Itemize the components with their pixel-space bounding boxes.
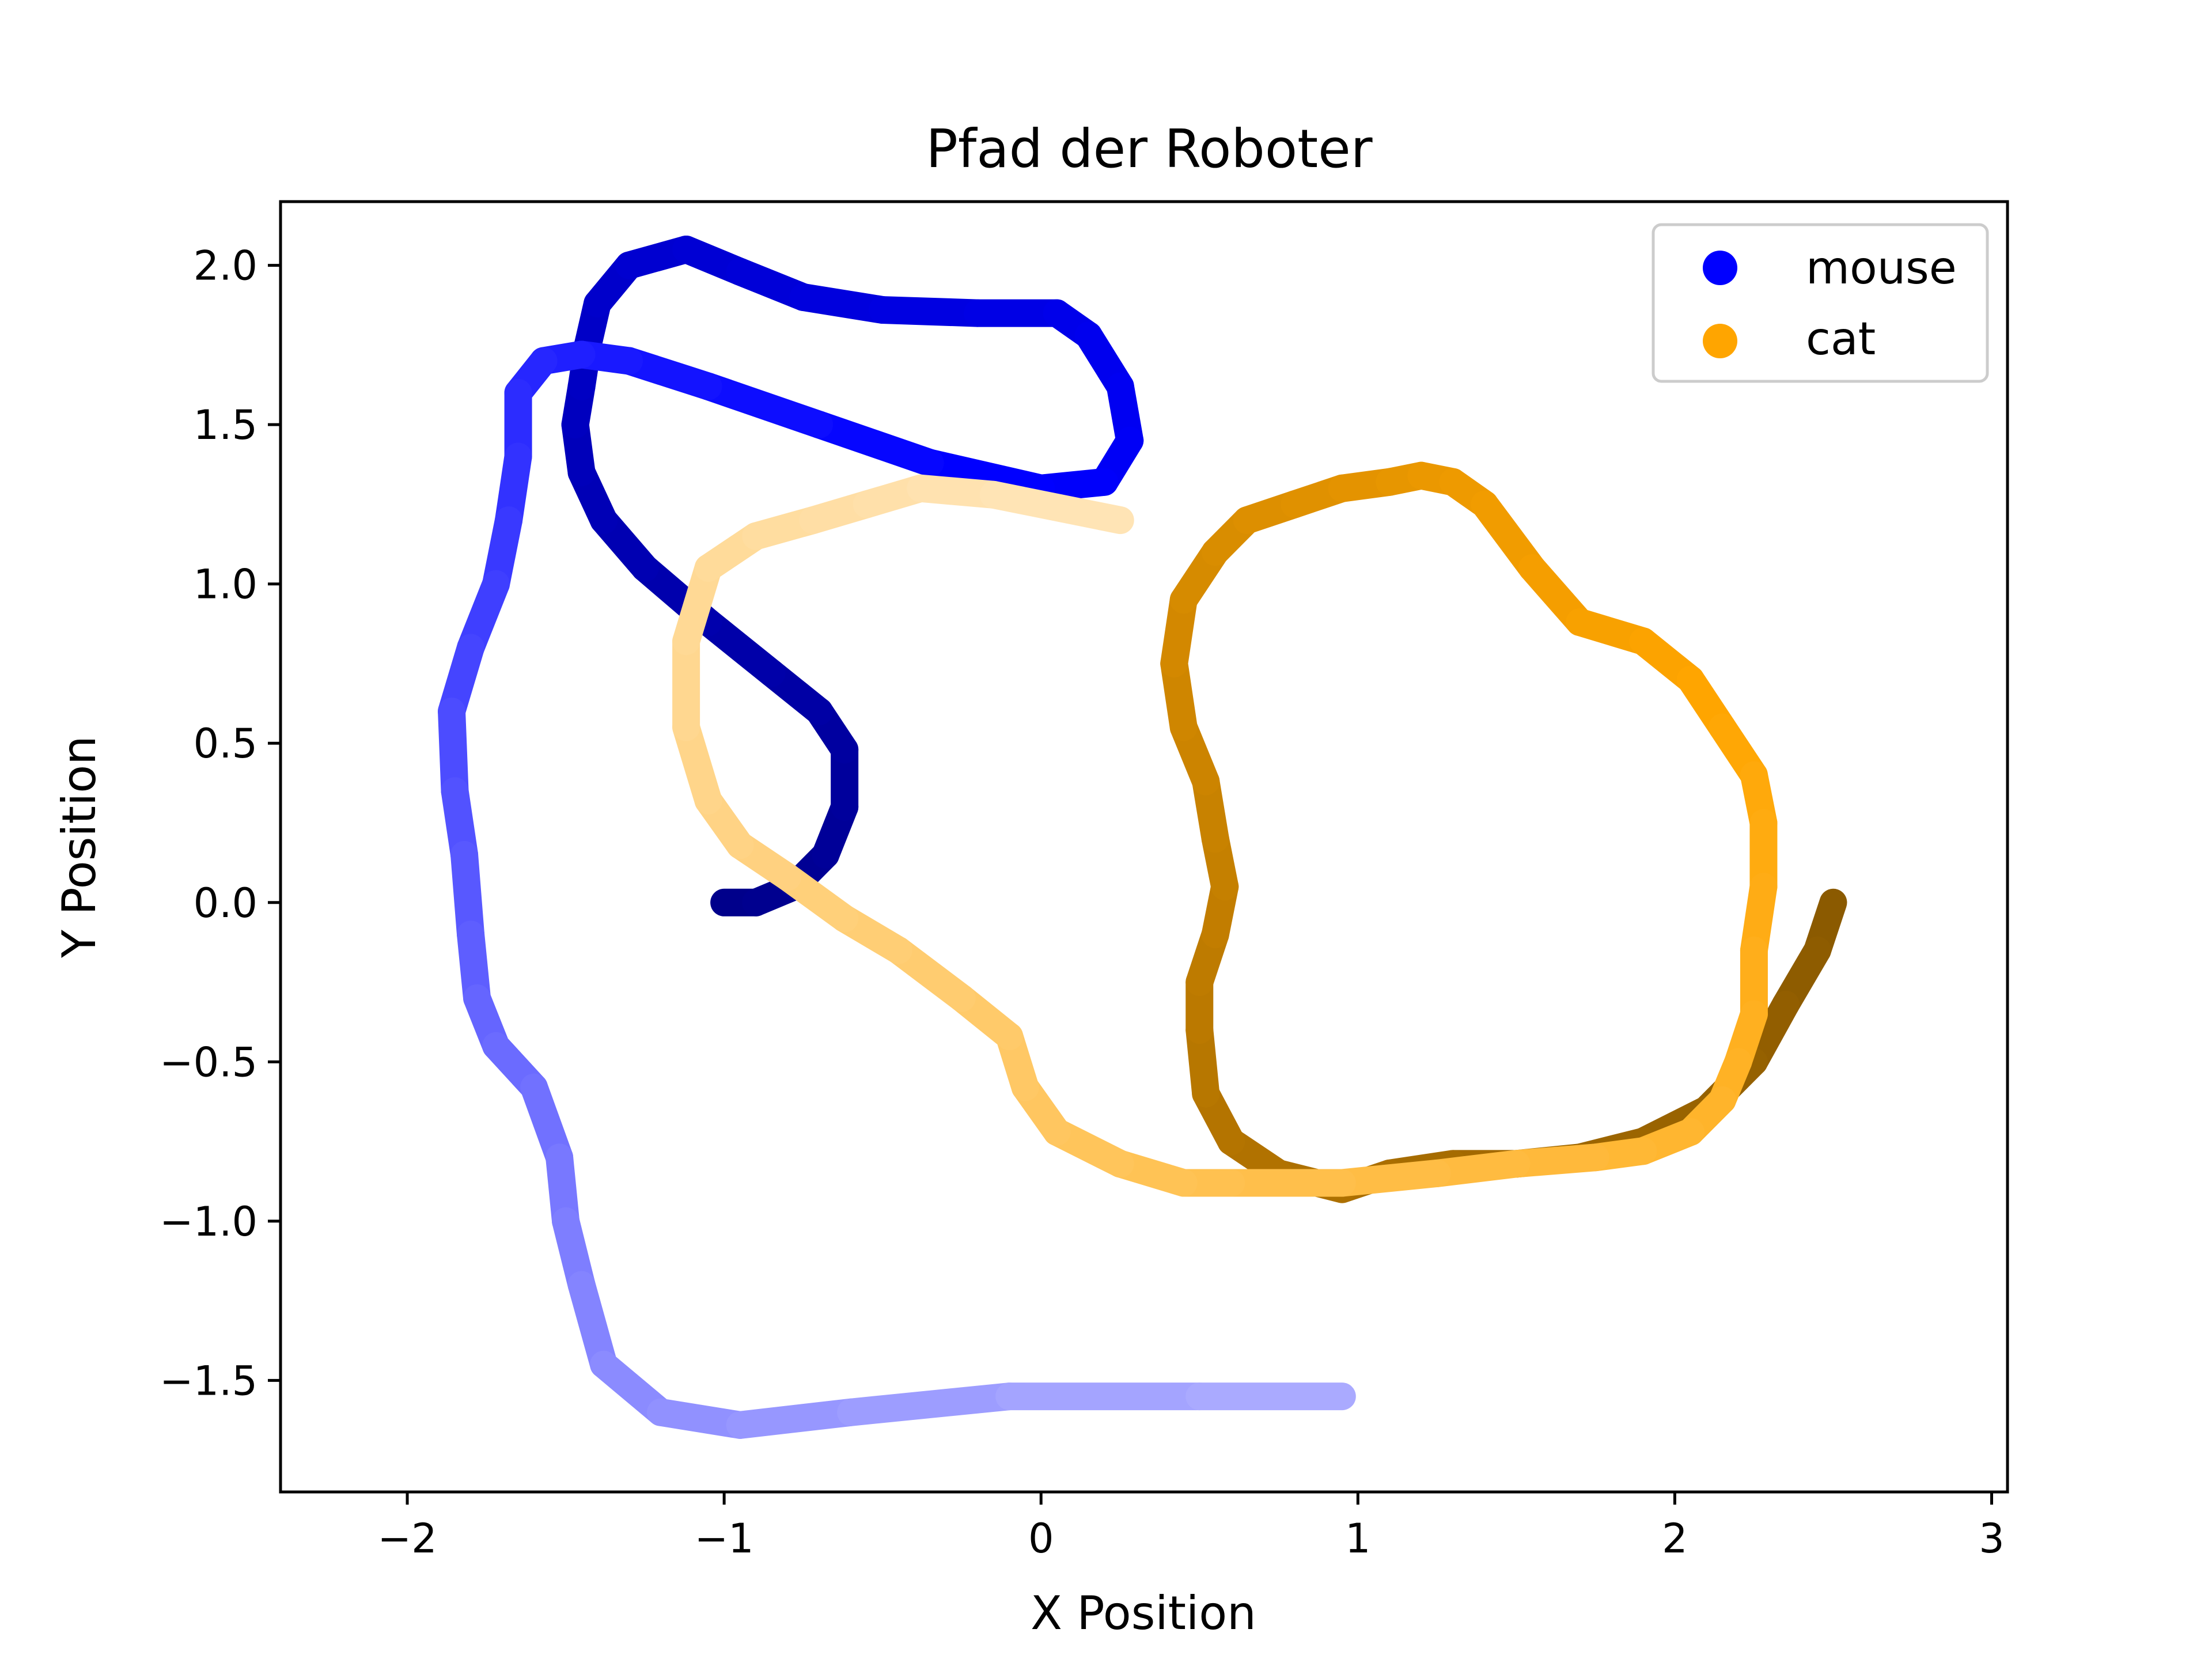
x-tick-label: −1 xyxy=(695,1515,754,1562)
y-tick-label: 1.5 xyxy=(194,402,257,449)
series-layer xyxy=(438,235,1847,1439)
series-cat xyxy=(672,461,1847,1203)
y-tick-label: 1.0 xyxy=(194,561,257,608)
chart-title: Pfad der Roboter xyxy=(926,118,1372,180)
mouse-path-segment xyxy=(869,296,992,327)
y-axis: 2.0 1.5 1.0 0.5 0.0 −0.5 −1.0 −1.5 xyxy=(160,243,281,1404)
x-tick-label: −2 xyxy=(377,1515,437,1562)
legend-label-mouse: mouse xyxy=(1806,243,1957,294)
x-tick-label: 1 xyxy=(1345,1515,1371,1562)
y-tick-label: −0.5 xyxy=(160,1039,257,1086)
x-tick-label: 2 xyxy=(1662,1515,1688,1562)
y-axis-label: Y Position xyxy=(52,736,106,959)
mouse-path-segment xyxy=(694,372,834,439)
legend: mouse cat xyxy=(1652,223,1989,383)
mouse-path-segment xyxy=(916,449,1055,502)
plot-frame xyxy=(279,200,2009,1494)
y-tick-label: 0.0 xyxy=(194,880,257,927)
mouse-path-segment xyxy=(837,1382,1024,1426)
cat-path-segment xyxy=(979,480,1134,535)
x-axis-label: X Position xyxy=(1031,1586,1256,1640)
y-tick-label: −1.5 xyxy=(160,1357,257,1404)
legend-label-cat: cat xyxy=(1806,313,1876,365)
legend-marker-cat xyxy=(1703,324,1737,358)
y-tick-label: 2.0 xyxy=(194,243,257,290)
y-tick-label: 0.5 xyxy=(194,720,257,767)
cat-path-segment xyxy=(1328,1159,1451,1197)
mouse-path-segment xyxy=(726,1398,865,1439)
series-mouse xyxy=(438,235,1356,1439)
mouse-path-segment xyxy=(615,347,722,400)
x-axis: −2 −1 0 1 2 3 xyxy=(377,1492,2005,1562)
x-tick-label: 3 xyxy=(1979,1515,2005,1562)
y-tick-label: −1.0 xyxy=(160,1198,257,1245)
mouse-path-segment xyxy=(805,411,944,477)
legend-marker-mouse xyxy=(1703,251,1737,285)
x-tick-label: 0 xyxy=(1028,1515,1054,1562)
